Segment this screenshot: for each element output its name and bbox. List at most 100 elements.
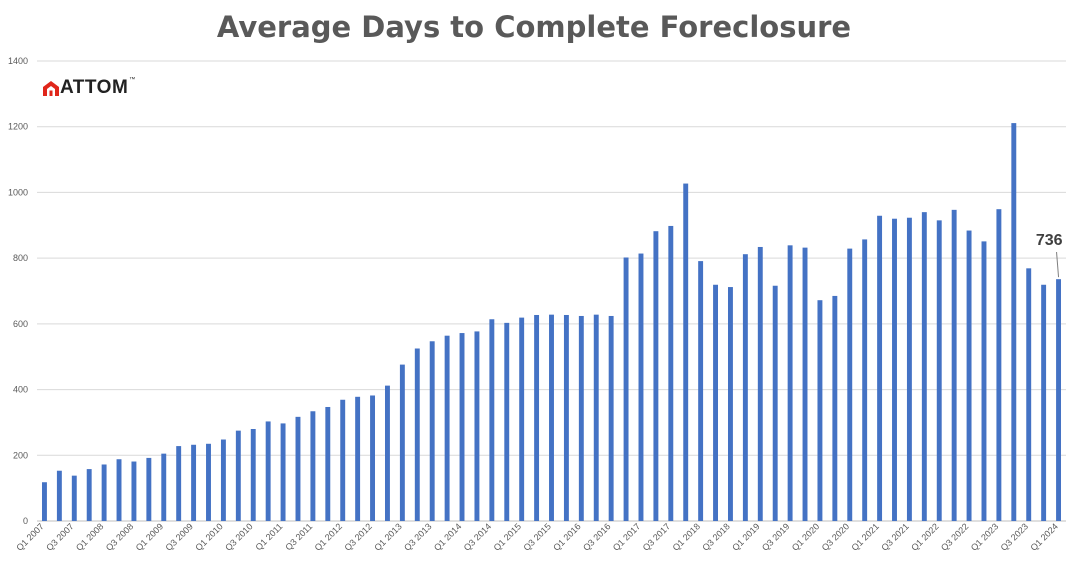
x-tick-label: Q3 2023 [999,521,1030,552]
bar [1026,268,1032,521]
bar [71,475,77,521]
x-tick-label: Q3 2013 [402,521,433,552]
x-tick-label: Q1 2009 [134,521,165,552]
bar [414,348,420,521]
bar [996,209,1002,521]
bar [1041,284,1047,521]
bar [206,443,211,521]
x-tick-label: Q1 2020 [790,521,821,552]
x-tick-label: Q3 2017 [641,521,672,552]
x-tick-label: Q1 2012 [313,521,344,552]
y-tick-label: 800 [13,253,28,263]
x-tick-label: Q3 2008 [104,521,135,552]
bar [892,218,897,521]
x-tick-label: Q1 2014 [432,521,463,552]
bar [534,314,540,521]
y-tick-label: 1200 [8,122,28,132]
attom-house-icon [43,80,59,96]
annotation-leader-line [1056,251,1060,278]
bar [489,319,495,521]
bar [593,314,599,521]
bar [921,212,927,521]
bar [1011,123,1017,521]
y-tick-label: 1000 [8,187,28,197]
bar [951,209,957,522]
x-tick-label: Q1 2019 [730,521,761,552]
bar [802,247,808,521]
x-tick-label: Q3 2021 [879,521,910,552]
y-tick-label: 0 [23,516,28,526]
x-tick-label: Q3 2018 [700,521,731,552]
bar [772,285,778,521]
bar [41,482,47,521]
bar [698,261,704,521]
bar [86,469,92,521]
bar [504,322,510,521]
x-tick-label: Q1 2018 [671,521,702,552]
attom-logo: ATTOM ™ [42,77,135,99]
bar [384,385,390,521]
bar [578,315,584,521]
bar [623,257,629,521]
bar [727,287,733,521]
x-tick-label: Q3 2012 [342,521,373,552]
bar [549,314,554,521]
y-tick-label: 400 [13,385,28,395]
x-tick-label: Q3 2007 [44,521,75,552]
bar [325,406,331,521]
y-tick-label: 600 [13,319,28,329]
bar [295,416,301,521]
x-tick-label: Q1 2024 [1028,521,1059,552]
x-tick-label: Q1 2008 [74,521,105,552]
x-tick-label: Q3 2020 [820,521,851,552]
bar [101,464,107,521]
bar [355,396,361,521]
bar [474,331,480,521]
bar [444,335,450,521]
bar [399,364,405,521]
x-tick-label: Q1 2023 [969,521,1000,552]
bar [340,399,346,521]
x-tick-label: Q1 2011 [253,521,284,552]
bar [653,231,659,521]
x-tick-label: Q3 2011 [283,521,314,552]
bar [459,333,465,521]
bar [638,253,644,522]
chart-title: Average Days to Complete Foreclosure [216,10,852,44]
bar [220,439,226,521]
logo-text: ATTOM [60,77,129,98]
x-tick-label: Q1 2016 [551,521,582,552]
bar [563,314,569,521]
bar [713,284,719,521]
bar [787,245,793,522]
bar [250,429,256,521]
y-tick-label: 1400 [8,56,28,66]
bar [519,317,525,521]
x-tick-label: Q1 2021 [850,521,881,552]
bar [936,220,942,521]
bar [862,239,868,521]
bar [981,241,987,521]
bar [161,453,167,521]
bar [370,395,376,521]
x-tick-label: Q1 2010 [193,521,224,552]
bar [116,459,122,521]
bar [176,446,182,521]
x-tick-label: Q3 2015 [521,521,552,552]
bar [191,444,197,521]
bar [235,430,241,521]
bar [757,246,763,521]
bar [877,215,883,521]
bar [608,315,614,521]
x-tick-label: Q1 2017 [611,521,642,552]
x-tick-label: Q3 2016 [581,521,612,552]
y-tick-label: 200 [13,450,28,460]
x-tick-label: Q3 2014 [462,521,493,552]
bar [265,421,271,521]
bar [906,217,912,521]
annotation-label: 736 [1036,232,1063,249]
x-tick-label: Q3 2022 [939,521,970,552]
bar [429,341,435,521]
x-tick-label: Q1 2013 [372,521,403,552]
bar [668,225,674,521]
